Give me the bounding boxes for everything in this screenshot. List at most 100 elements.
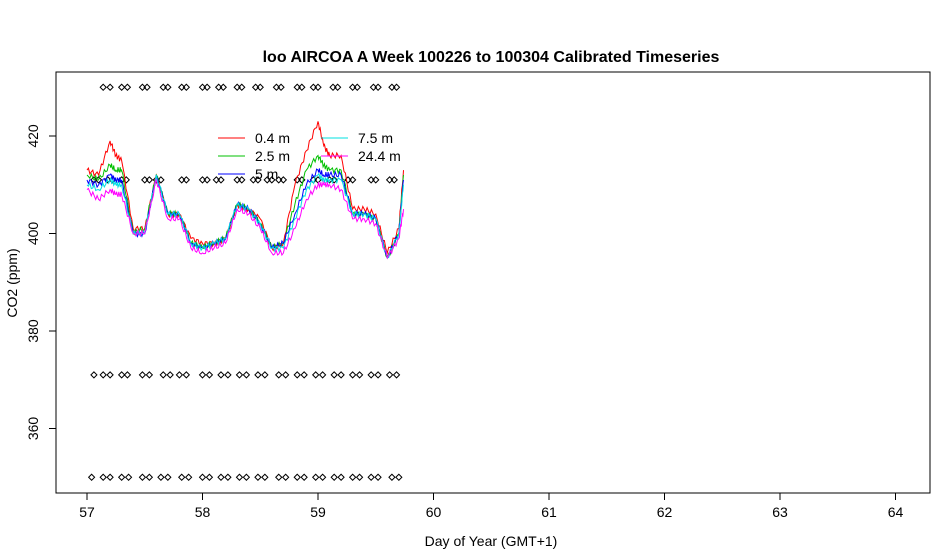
flag-marker <box>300 371 308 379</box>
flag-marker <box>124 473 133 481</box>
flag-marker <box>123 83 132 91</box>
flag-marker <box>123 371 132 379</box>
flag-marker <box>254 371 262 379</box>
flag-marker <box>87 473 96 481</box>
flag-marker <box>143 83 151 91</box>
flag-marker <box>224 371 232 379</box>
flag-marker <box>99 83 107 91</box>
flag-marker <box>367 473 375 481</box>
legend-label: 24.4 m <box>358 148 401 164</box>
flag-marker <box>157 473 165 481</box>
flag-marker <box>318 371 327 379</box>
flag-marker <box>217 176 225 184</box>
flag-marker <box>355 473 364 481</box>
flag-marker <box>314 83 322 91</box>
flag-marker <box>145 473 154 481</box>
flag-marker <box>99 371 107 379</box>
y-tick-label: 380 <box>25 319 41 343</box>
flag-marker <box>198 371 207 379</box>
flag-marker <box>238 176 246 184</box>
flag-marker <box>372 176 380 184</box>
flag-marker <box>390 176 398 184</box>
legend-label: 2.5 m <box>255 148 290 164</box>
flag-marker <box>159 371 167 379</box>
y-axis: 360 380 400 420 <box>25 124 57 441</box>
flag-marker <box>281 473 290 481</box>
series-lines <box>86 121 404 260</box>
flag-marker <box>117 83 126 91</box>
flag-marker <box>235 371 244 379</box>
flag-marker <box>337 473 345 481</box>
flag-marker <box>300 473 308 481</box>
flag-marker <box>261 371 269 379</box>
legend-label: 0.4 m <box>255 130 290 146</box>
flag-marker <box>374 371 382 379</box>
flag-marker <box>353 83 361 91</box>
flag-marker <box>203 83 211 91</box>
flag-marker <box>275 473 283 481</box>
flag-marker <box>242 473 251 481</box>
series-line-3 <box>86 168 404 259</box>
legend-label: 5 m <box>255 166 278 182</box>
legend: 0.4 m 2.5 m 5 m 7.5 m 24.4 m <box>218 130 401 182</box>
series-line-5 <box>86 178 404 260</box>
flag-marker <box>388 473 396 481</box>
flag-marker <box>117 371 126 379</box>
x-tick-label: 59 <box>310 504 326 520</box>
flag-marker <box>145 371 154 379</box>
flag-marker <box>348 176 357 184</box>
flag-marker <box>279 176 288 184</box>
plot-frame <box>55 71 931 494</box>
flag-marker <box>203 176 211 184</box>
flag-marker <box>348 473 357 481</box>
legend-label: 7.5 m <box>358 130 393 146</box>
flag-marker <box>374 83 382 91</box>
flag-marker <box>164 83 172 91</box>
flag-marker <box>217 473 225 481</box>
flag-marker <box>157 176 165 184</box>
x-axis: 57 58 59 60 61 62 63 64 <box>79 492 904 520</box>
flag-marker <box>311 473 320 481</box>
flag-marker <box>367 371 375 379</box>
flag-marker <box>90 371 98 379</box>
x-tick-label: 58 <box>195 504 211 520</box>
flag-marker <box>293 473 301 481</box>
y-tick-label: 420 <box>25 124 41 148</box>
flag-marker <box>311 371 320 379</box>
x-tick-label: 61 <box>541 504 557 520</box>
flag-marker <box>337 371 345 379</box>
flag-marker <box>254 473 262 481</box>
flag-marker <box>205 371 214 379</box>
flag-marker <box>261 473 269 481</box>
x-tick-label: 62 <box>657 504 673 520</box>
flag-marker <box>385 371 394 379</box>
flag-marker <box>145 176 154 184</box>
flag-marker <box>330 371 338 379</box>
flag-marker <box>106 473 114 481</box>
flag-markers <box>87 83 403 481</box>
flag-marker <box>333 83 342 91</box>
flag-marker <box>330 473 338 481</box>
x-tick-label: 60 <box>426 504 442 520</box>
flag-marker <box>330 176 338 184</box>
x-tick-label: 64 <box>888 504 904 520</box>
flag-marker <box>198 473 207 481</box>
flag-marker <box>355 371 364 379</box>
flag-marker <box>106 83 114 91</box>
x-tick-label: 57 <box>79 504 95 520</box>
flag-marker <box>217 371 225 379</box>
flag-marker <box>122 176 130 184</box>
flag-marker <box>293 371 301 379</box>
y-tick-label: 360 <box>25 417 41 441</box>
flag-marker <box>182 176 191 184</box>
flag-marker <box>99 473 107 481</box>
flag-marker <box>138 371 147 379</box>
flag-marker <box>238 83 246 91</box>
flag-marker <box>138 473 147 481</box>
flag-marker <box>178 473 186 481</box>
flag-marker <box>219 83 227 91</box>
flag-marker <box>374 473 382 481</box>
flag-marker <box>224 473 232 481</box>
flag-marker <box>164 473 172 481</box>
